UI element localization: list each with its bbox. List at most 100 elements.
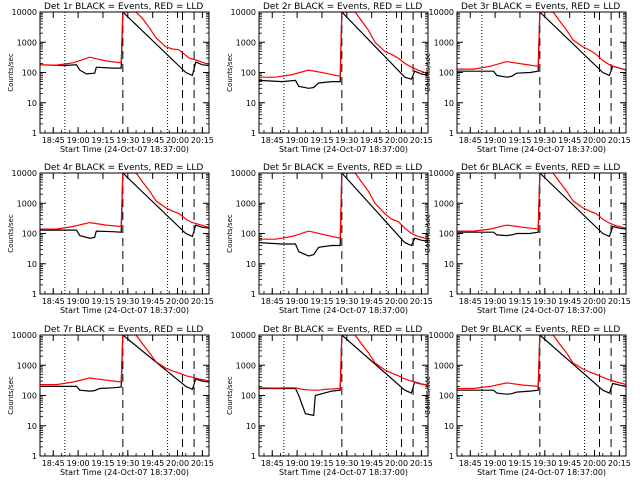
y-tick-label: 1 (251, 290, 256, 299)
y-tick-label: 1000 (17, 199, 37, 208)
y-tick-label: 1 (449, 129, 454, 138)
x-axis-label: Start Time (24-Oct-07 18:37:00) (60, 306, 189, 315)
panel-9: Det 9r BLACK = Events, RED = LLD Counts/s… (424, 325, 631, 477)
y-tick-label: 100 (22, 69, 37, 78)
y-tick-label: 10000 (231, 331, 256, 340)
x-tick-label: 19:15 (508, 297, 531, 306)
y-tick-label: 10000 (12, 169, 37, 178)
x-tick-label: 19:30 (116, 459, 139, 468)
y-tick-label: 10000 (12, 8, 37, 17)
x-tick-label: 20:15 (410, 297, 433, 306)
x-axis-label: Start Time (24-Oct-07 18:37:00) (60, 468, 189, 477)
x-tick-label: 20:15 (608, 459, 631, 468)
panel-title: Det 3r BLACK = Events, RED = LLD (461, 2, 620, 12)
plot-frame (258, 11, 429, 134)
y-tick-label: 10 (27, 260, 37, 269)
x-tick-label: 19:15 (508, 136, 531, 145)
x-tick-label: 18:45 (261, 459, 284, 468)
y-tick-label: 1 (449, 290, 454, 299)
y-axis-label: Counts/sec (226, 376, 234, 415)
panel-5: Det 5r BLACK = Events, RED = LLD Counts/s… (226, 163, 433, 315)
y-tick-label: 100 (241, 392, 256, 401)
x-tick-label: 19:00 (484, 297, 507, 306)
plot-frame (39, 172, 210, 295)
x-tick-label: 20:00 (583, 297, 606, 306)
x-tick-label: 19:15 (91, 459, 114, 468)
y-tick-label: 1000 (236, 199, 256, 208)
panel-title: Det 7r BLACK = Events, RED = LLD (44, 325, 203, 335)
y-tick-label: 10 (444, 422, 454, 431)
plot-frame (258, 334, 429, 457)
y-axis-label: Counts/sec (226, 214, 234, 253)
x-tick-label: 19:45 (141, 297, 164, 306)
y-axis-label: Counts/sec (424, 214, 432, 253)
x-tick-label: 20:00 (166, 136, 189, 145)
panel-2: Det 2r BLACK = Events, RED = LLD Counts/s… (226, 2, 433, 154)
x-tick-label: 19:00 (67, 136, 90, 145)
x-tick-label: 19:30 (533, 297, 556, 306)
x-tick-label: 19:30 (335, 136, 358, 145)
y-axis-label: Counts/sec (226, 53, 234, 92)
x-tick-label: 18:45 (261, 297, 284, 306)
x-tick-label: 18:45 (459, 459, 482, 468)
y-tick-label: 1000 (434, 361, 454, 370)
x-tick-label: 18:45 (261, 136, 284, 145)
y-tick-label: 1000 (17, 361, 37, 370)
x-tick-label: 18:45 (459, 297, 482, 306)
x-axis-label: Start Time (24-Oct-07 18:37:00) (279, 145, 408, 154)
y-tick-label: 1 (251, 452, 256, 461)
x-tick-label: 20:00 (166, 459, 189, 468)
panel-title: Det 5r BLACK = Events, RED = LLD (263, 163, 422, 173)
y-tick-label: 10 (246, 260, 256, 269)
x-axis-label: Start Time (24-Oct-07 18:37:00) (477, 306, 606, 315)
x-tick-label: 19:45 (558, 459, 581, 468)
y-tick-label: 10 (27, 99, 37, 108)
x-tick-label: 20:00 (166, 297, 189, 306)
plot-frame (456, 172, 627, 295)
x-tick-label: 19:00 (286, 297, 309, 306)
panel-title: Det 8r BLACK = Events, RED = LLD (263, 325, 422, 335)
y-tick-label: 1 (449, 452, 454, 461)
panel-8: Det 8r BLACK = Events, RED = LLD Counts/s… (226, 325, 433, 477)
y-tick-label: 1000 (17, 38, 37, 47)
y-tick-label: 100 (439, 230, 454, 239)
x-tick-label: 18:45 (42, 459, 65, 468)
y-tick-label: 1 (251, 129, 256, 138)
y-tick-label: 1 (32, 129, 37, 138)
x-tick-label: 19:00 (67, 297, 90, 306)
series-lld-line (457, 335, 626, 390)
x-tick-label: 20:15 (608, 297, 631, 306)
x-tick-label: 19:30 (116, 297, 139, 306)
x-tick-label: 19:30 (533, 136, 556, 145)
x-tick-label: 20:15 (410, 136, 433, 145)
x-tick-label: 19:15 (310, 459, 333, 468)
x-tick-label: 19:00 (484, 136, 507, 145)
x-tick-label: 19:15 (310, 136, 333, 145)
series-lld-line (40, 335, 209, 386)
y-tick-label: 10000 (12, 331, 37, 340)
x-tick-label: 19:30 (335, 459, 358, 468)
y-tick-label: 10 (27, 422, 37, 431)
panel-title: Det 2r BLACK = Events, RED = LLD (263, 2, 422, 12)
panel-7: Det 7r BLACK = Events, RED = LLD Counts/s… (7, 325, 214, 477)
panel-title: Det 6r BLACK = Events, RED = LLD (461, 163, 620, 173)
x-tick-label: 19:45 (360, 297, 383, 306)
series-lld-line (457, 173, 626, 232)
y-tick-label: 100 (241, 230, 256, 239)
y-tick-label: 10 (444, 99, 454, 108)
y-tick-label: 100 (22, 392, 37, 401)
y-tick-label: 10 (444, 260, 454, 269)
x-tick-label: 19:00 (286, 459, 309, 468)
y-tick-label: 10000 (231, 8, 256, 17)
panel-6: Det 6r BLACK = Events, RED = LLD Counts/s… (424, 163, 631, 315)
y-axis-label: Counts/sec (7, 376, 15, 415)
x-tick-label: 19:30 (335, 297, 358, 306)
series-lld-line (259, 12, 428, 78)
series-events-line (40, 12, 209, 77)
y-axis-label: Counts/sec (424, 376, 432, 415)
y-tick-label: 1 (32, 290, 37, 299)
x-tick-label: 19:45 (558, 297, 581, 306)
x-tick-label: 19:15 (508, 459, 531, 468)
x-tick-label: 19:45 (141, 459, 164, 468)
x-tick-label: 19:15 (310, 297, 333, 306)
